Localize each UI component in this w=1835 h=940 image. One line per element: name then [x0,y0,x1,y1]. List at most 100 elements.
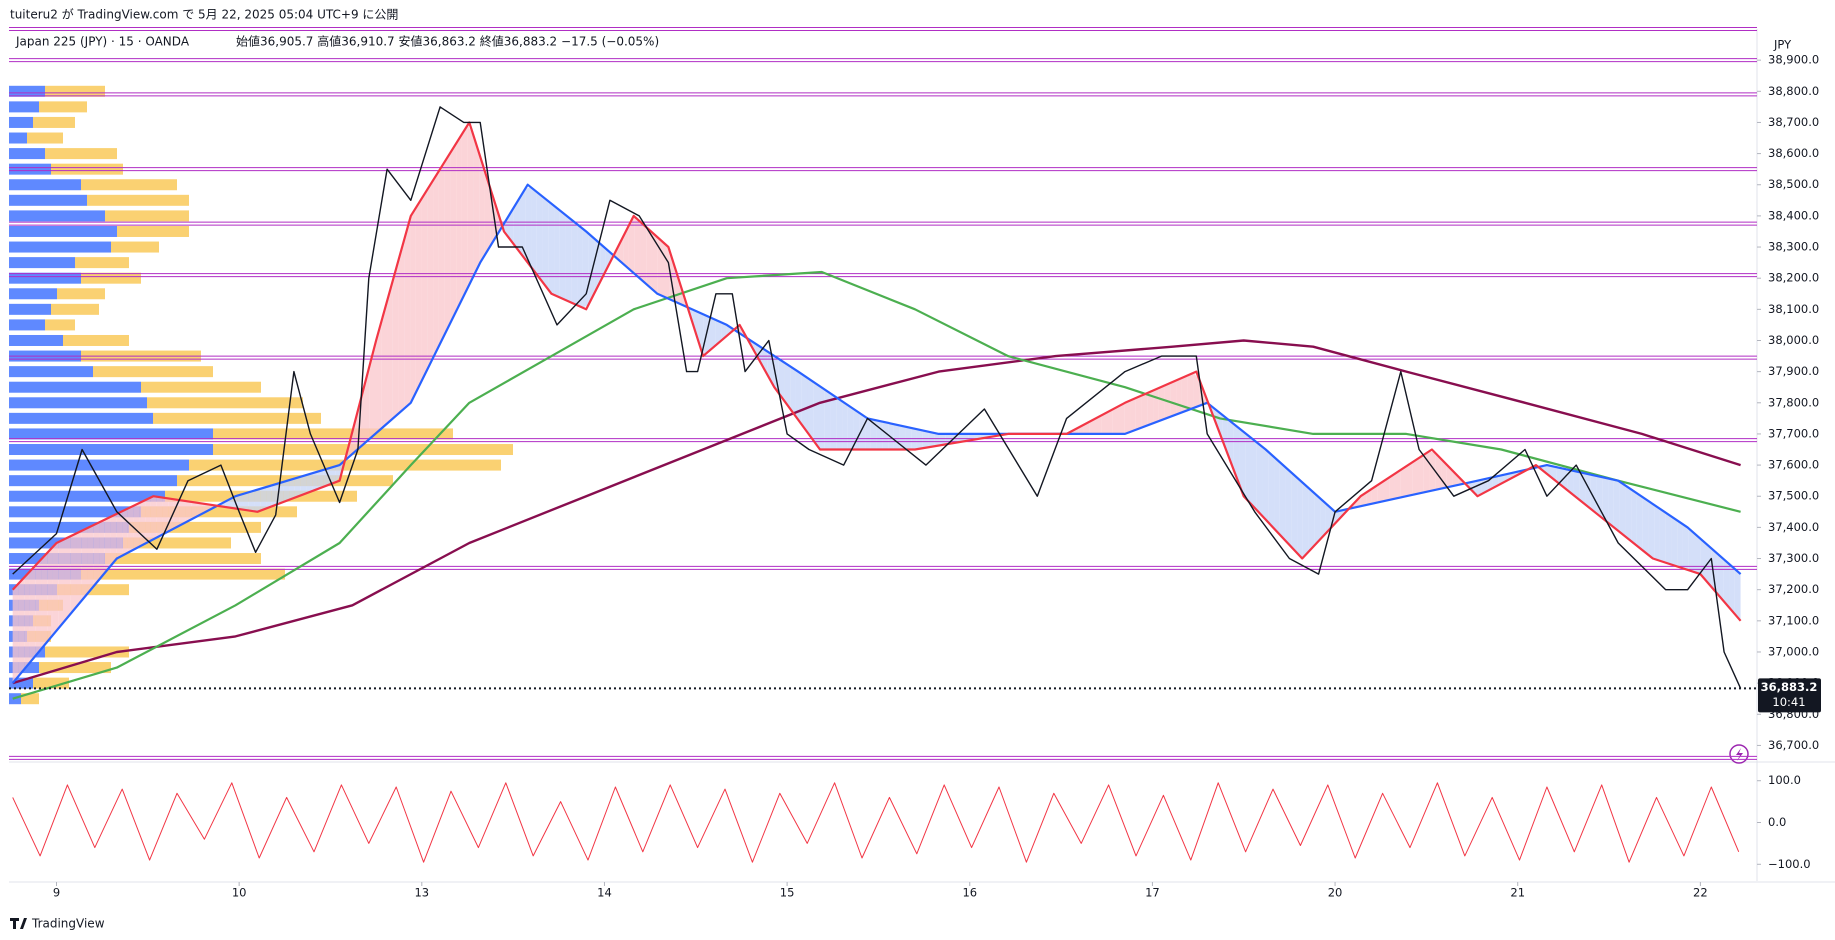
profile-down [105,553,261,565]
cloud-fill [1389,473,1395,500]
cloud-fill [29,565,36,663]
profile-down [33,116,75,128]
profile-down [81,179,177,191]
y-tick-label: 38,300.0 [1768,240,1819,254]
profile-up [9,334,63,346]
cloud-fill [646,227,652,290]
profile-up [9,241,111,253]
series-line [12,106,1742,689]
last-price-label: 36,883.2 [1761,680,1818,694]
cloud-fill [404,218,411,409]
cloud-fill [531,187,537,275]
y-tick-label: 100.0 [1768,773,1801,787]
alert-icon[interactable] [1729,744,1749,764]
cloud-fill [243,492,249,511]
cloud-fill [387,280,393,424]
cloud-fill [87,525,94,594]
cloud-fill [1394,469,1401,499]
cloud-fill [519,188,526,260]
cloud-fill [122,508,128,556]
profile-up [9,194,87,206]
profile-down [51,303,99,315]
cloud-fill [64,536,71,622]
cloud-fill [312,471,318,492]
profile-up [9,303,51,315]
profile-up [9,210,105,222]
cloud-fill [317,469,324,489]
profile-down [123,537,231,549]
cloud-fill [928,431,935,448]
cloud-fill [381,301,388,429]
cloud-fill [473,135,480,277]
profile-down [57,288,105,300]
profile-down [87,194,189,206]
cloud-fill [836,397,843,450]
cloud-fill [663,242,670,300]
profile-up [9,459,189,471]
cloud-fill [35,558,42,656]
cloud-fill [726,324,733,336]
cloud-fill [1274,457,1280,535]
x-tick-label: 16 [962,886,977,900]
cloud-fill [1302,482,1309,558]
cloud-fill [323,468,330,487]
cloud-fill [1688,528,1695,573]
profile-up [9,225,117,237]
profile-down [147,397,303,409]
cloud-fill [266,485,272,509]
y-tick-label: 38,600.0 [1768,146,1819,160]
y-tick-label: 37,400.0 [1768,520,1819,534]
cloud-fill [1095,415,1102,434]
y-tick-label: 37,000.0 [1768,644,1819,658]
cloud-fill [168,498,174,532]
cloud-fill [185,501,192,523]
cloud-fill [1665,512,1672,565]
profile-up [9,101,39,113]
cloud-fill [813,381,820,449]
alert-bolt[interactable] [1736,748,1743,761]
cloud-fill [1429,451,1436,492]
cloud-fill [47,546,53,642]
profile-down [213,428,453,440]
cloud-fill [484,171,491,255]
cloud-fill [824,389,831,450]
cloud-fill [81,527,88,601]
y-tick-label: 37,200.0 [1768,582,1819,596]
profile-up [9,132,27,144]
cloud-fill [651,232,658,294]
profile-up [9,677,33,689]
y-tick-label: 37,300.0 [1768,551,1819,565]
profile-up [9,179,81,191]
profile-up [9,490,165,502]
currency: JPY [1773,38,1792,52]
profile-up [9,521,129,533]
y-tick-label: 36,700.0 [1768,738,1819,752]
cloud-fill [1106,409,1113,434]
y-tick-label: −100.0 [1768,857,1811,871]
cloud-fill [479,153,485,265]
profile-down [45,85,105,97]
cloud-fill [548,201,555,295]
x-tick-label: 14 [597,886,612,900]
cloud-fill [375,322,382,434]
cloud-fill [433,171,439,358]
profile-down [105,210,189,222]
profile-down [39,101,87,113]
symbol-info: Japan 225 (JPY) · 15 · OANDA [15,35,190,49]
cloud-fill [1717,553,1724,601]
cloud-fill [1170,380,1177,417]
cloud-fill [1596,475,1603,519]
cloud-fill [1677,520,1683,569]
cloud-fill [1734,569,1741,621]
cloud-fill [778,358,785,402]
cloud-fill [1176,377,1182,415]
cloud-fill [116,511,123,560]
volume-profile [9,85,513,705]
cloud-fill [934,432,940,447]
cloud-fill [577,224,583,308]
y-tick-label: 38,200.0 [1768,271,1819,285]
cloud-fill [1239,428,1246,498]
profile-down [213,444,513,456]
cloud-fill [329,466,336,485]
last-price-box [1758,678,1821,713]
